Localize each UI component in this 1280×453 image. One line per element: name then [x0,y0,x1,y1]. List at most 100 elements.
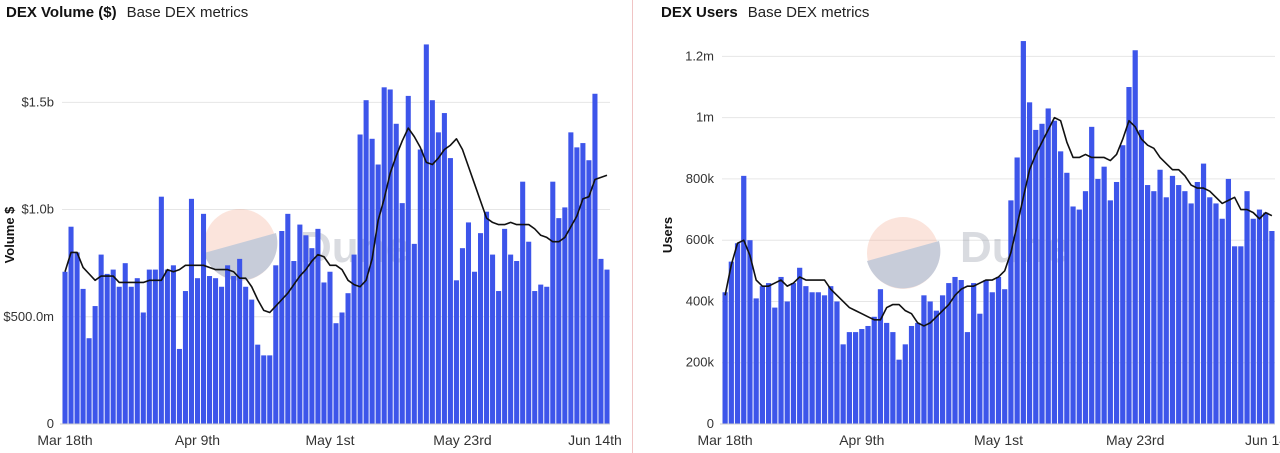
bar[interactable] [1269,231,1275,424]
bar[interactable] [722,292,728,424]
bar[interactable] [345,293,351,424]
bar[interactable] [484,211,490,424]
bar[interactable] [1026,102,1033,424]
bar[interactable] [946,283,952,424]
bar[interactable] [508,254,514,424]
bar[interactable] [1064,172,1070,424]
bar[interactable] [164,269,170,424]
bar[interactable] [140,312,146,424]
bar[interactable] [604,269,610,424]
bar[interactable] [1126,87,1132,425]
bar[interactable] [1113,181,1120,424]
bar[interactable] [213,278,219,424]
bar[interactable] [884,322,890,424]
bar[interactable] [134,278,140,424]
bar[interactable] [351,254,357,424]
bar[interactable] [1169,175,1176,424]
bar[interactable] [1188,203,1194,424]
bar[interactable] [333,323,339,424]
bar[interactable] [86,338,92,424]
bar[interactable] [778,276,784,424]
bar[interactable] [1225,178,1232,424]
bar[interactable] [562,207,568,424]
bar[interactable] [315,228,321,424]
bar[interactable] [871,316,877,424]
bar[interactable] [797,267,803,424]
bar[interactable] [1014,157,1020,425]
bar[interactable] [261,355,267,424]
bar[interactable] [846,332,852,424]
bar[interactable] [146,269,152,424]
bar[interactable] [877,289,884,424]
bar[interactable] [182,291,188,424]
bar[interactable] [995,276,1002,424]
bar[interactable] [478,233,484,424]
bar[interactable] [423,44,429,425]
bar[interactable] [1194,181,1200,424]
bar[interactable] [170,265,176,424]
bar[interactable] [1039,123,1045,424]
bar[interactable] [502,228,508,424]
bar[interactable] [1250,218,1256,424]
bar[interactable] [447,158,453,424]
bar[interactable] [747,240,753,424]
bar[interactable] [983,280,989,424]
bar[interactable] [207,276,213,424]
bar[interactable] [772,307,778,424]
bar[interactable] [598,258,604,424]
bar[interactable] [231,276,237,424]
bar[interactable] [890,332,896,424]
bar[interactable] [728,261,734,424]
bar[interactable] [1058,151,1064,424]
bar[interactable] [741,175,747,424]
bar[interactable] [840,344,846,424]
bar[interactable] [550,181,556,424]
bar[interactable] [1151,191,1157,424]
bar[interactable] [915,322,921,424]
bar[interactable] [273,265,279,424]
bar[interactable] [532,291,538,424]
bar[interactable] [1145,185,1151,424]
bar[interactable] [1244,191,1250,424]
bar[interactable] [68,226,74,424]
bar[interactable] [921,295,927,424]
bar[interactable] [128,286,134,424]
bar[interactable] [435,132,441,425]
bar[interactable] [1082,191,1089,424]
bar[interactable] [496,291,502,424]
bar[interactable] [303,235,309,424]
bar[interactable] [417,149,423,424]
bar[interactable] [200,213,207,424]
bar[interactable] [267,355,273,424]
bar[interactable] [62,271,68,424]
bar[interactable] [1163,197,1169,424]
bar[interactable] [902,344,908,424]
bar[interactable] [1213,203,1219,424]
bar[interactable] [399,203,405,424]
bar[interactable] [237,258,243,424]
bar[interactable] [1132,50,1138,424]
bar[interactable] [520,181,526,424]
bar[interactable] [411,243,417,424]
bar[interactable] [80,288,86,424]
bar[interactable] [586,160,592,425]
bar[interactable] [526,241,532,424]
bar[interactable] [580,143,586,424]
bar[interactable] [821,295,828,424]
bar[interactable] [1076,209,1082,424]
bar[interactable] [255,344,261,424]
bar[interactable] [1089,126,1095,424]
bar[interactable] [490,254,496,424]
bar[interactable] [803,286,809,424]
bar[interactable] [1070,206,1076,424]
bar[interactable] [927,301,933,424]
bar[interactable] [381,87,387,424]
dex-users-title[interactable]: DEX Users [661,4,738,21]
bar[interactable] [865,325,871,424]
bar[interactable] [1256,209,1263,424]
bar[interactable] [759,286,765,424]
bar[interactable] [279,231,285,424]
bar[interactable] [98,254,104,424]
bar[interactable] [104,273,110,424]
bar[interactable] [908,325,915,424]
